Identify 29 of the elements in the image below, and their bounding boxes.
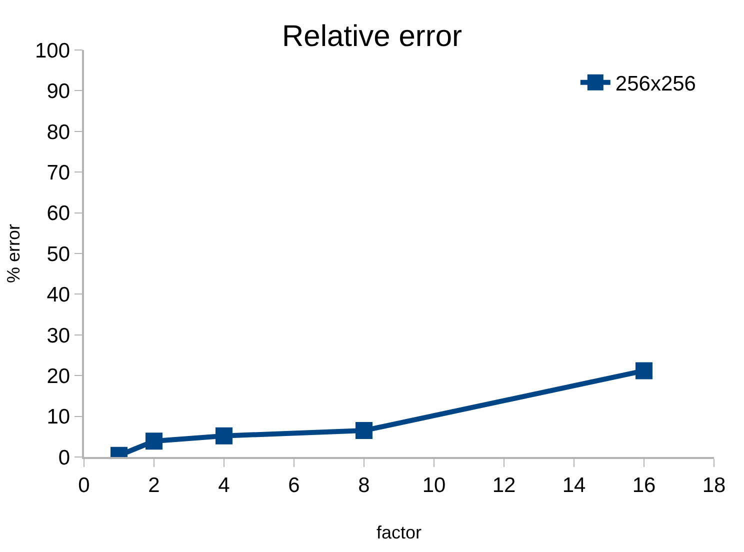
y-tick-label: 70 (46, 161, 70, 184)
x-axis-title: factor (376, 522, 422, 543)
chart-title: Relative error (282, 20, 462, 53)
x-tick-label: 14 (562, 474, 586, 497)
x-tick-label: 10 (422, 474, 446, 497)
point (636, 362, 652, 380)
y-tick-label: 90 (46, 80, 70, 104)
y-tick-label: 20 (46, 364, 70, 388)
y-tick-label: 60 (46, 202, 70, 226)
point (146, 432, 162, 450)
x-tick-label: 16 (632, 474, 656, 497)
y-tick-label: 10 (46, 406, 70, 429)
y-tick-label: 80 (46, 120, 70, 144)
x-tick-label: 12 (492, 474, 516, 497)
legend-label: 256x256 (615, 72, 696, 96)
point (356, 422, 372, 440)
y-tick-label: 50 (46, 242, 70, 266)
y-tick-label: 0 (58, 446, 70, 470)
y-tick-label: 40 (46, 284, 70, 307)
x-tick-label: 0 (78, 474, 90, 497)
point (216, 427, 232, 444)
y-tick-label: 30 (46, 324, 70, 348)
y-tick-label: 100 (35, 39, 70, 62)
x-tick-label: 8 (358, 474, 370, 497)
x-tick-label: 4 (218, 474, 230, 497)
y-axis-title: % error (4, 224, 24, 284)
x-tick-label: 6 (288, 474, 300, 497)
x-tick-label: 18 (702, 474, 726, 497)
x-tick-label: 2 (148, 474, 160, 497)
